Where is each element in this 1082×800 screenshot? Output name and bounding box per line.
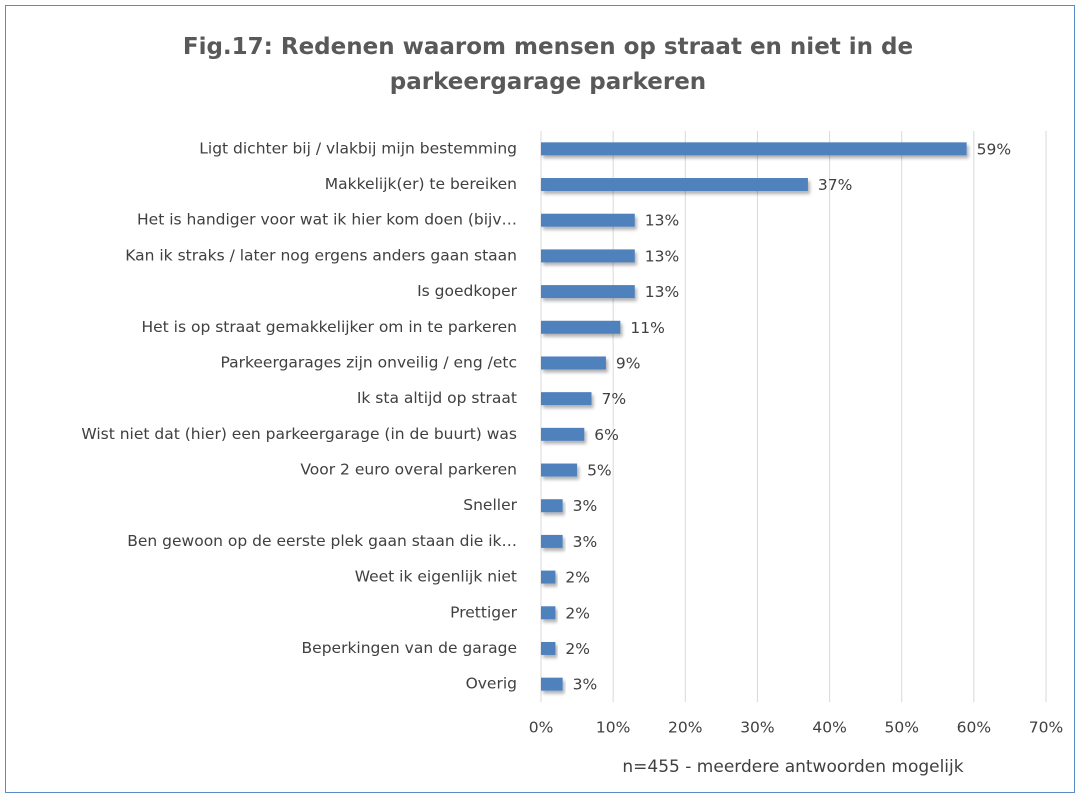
y-tick-label: Ligt dichter bij / vlakbij mijn bestemmi…	[199, 139, 517, 157]
bar	[541, 142, 967, 156]
y-tick-label: Voor 2 euro overal parkeren	[300, 461, 517, 479]
x-tick-label: 70%	[1029, 719, 1063, 737]
y-tick-label: Beperkingen van de garage	[302, 639, 517, 657]
y-tick-label: Is goedkoper	[417, 282, 518, 300]
y-tick-label: Wist niet dat (hier) een parkeergarage (…	[81, 425, 517, 443]
bar	[541, 392, 592, 406]
x-tick-label: 30%	[740, 719, 774, 737]
data-label: 59%	[977, 140, 1011, 158]
bar	[541, 606, 556, 620]
data-label: 11%	[630, 319, 664, 337]
bar	[541, 499, 563, 513]
bar	[541, 249, 635, 263]
bar	[541, 213, 635, 227]
bar	[541, 285, 635, 299]
y-tick-label: Weet ik eigenlijk niet	[355, 568, 517, 586]
data-label: 13%	[645, 283, 679, 301]
x-tick-label: 50%	[884, 719, 918, 737]
x-tick-label: 60%	[957, 719, 991, 737]
bar	[541, 320, 621, 334]
bar	[541, 570, 556, 584]
y-tick-label: Het is handiger voor wat ik hier kom doe…	[137, 211, 517, 229]
y-tick-label: Overig	[466, 675, 517, 693]
y-tick-label: Prettiger	[450, 603, 517, 621]
bar	[541, 534, 563, 548]
y-tick-label: Ben gewoon op de eerste plek gaan staan …	[127, 532, 517, 550]
x-tick-label: 40%	[812, 719, 846, 737]
data-label: 5%	[587, 462, 612, 480]
data-label: 3%	[573, 676, 598, 694]
y-tick-label: Parkeergarages zijn onveilig / eng /etc	[220, 353, 517, 371]
data-label: 37%	[818, 176, 852, 194]
data-label: 3%	[573, 533, 598, 551]
data-label: 9%	[616, 354, 641, 372]
x-tick-label: 20%	[668, 719, 702, 737]
data-label: 13%	[645, 212, 679, 230]
data-label: 13%	[645, 247, 679, 265]
bar	[541, 427, 585, 441]
data-label: 2%	[565, 569, 590, 587]
data-label: 7%	[602, 390, 627, 408]
x-tick-label: 10%	[596, 719, 630, 737]
x-axis-label: n=455 - meerdere antwoorden mogelijk	[622, 757, 963, 777]
y-tick-label: Ik sta altijd op straat	[357, 389, 517, 407]
chart-frame	[5, 5, 1075, 793]
data-label: 2%	[565, 640, 590, 658]
bar	[541, 463, 578, 477]
y-tick-label: Makkelijk(er) te bereiken	[325, 175, 517, 193]
y-tick-label: Sneller	[463, 496, 517, 514]
bar	[541, 356, 606, 370]
data-label: 2%	[565, 604, 590, 622]
bar	[541, 641, 556, 655]
data-label: 6%	[594, 426, 619, 444]
bar	[541, 677, 563, 691]
x-tick-label: 0%	[529, 719, 554, 737]
chart-title: Fig.17: Redenen waarom mensen op straat …	[182, 34, 914, 95]
data-label: 3%	[573, 497, 598, 515]
bar	[541, 178, 808, 192]
y-tick-label: Het is op straat gemakkelijker om in te …	[141, 318, 517, 336]
y-tick-label: Kan ik straks / later nog ergens anders …	[125, 246, 517, 264]
